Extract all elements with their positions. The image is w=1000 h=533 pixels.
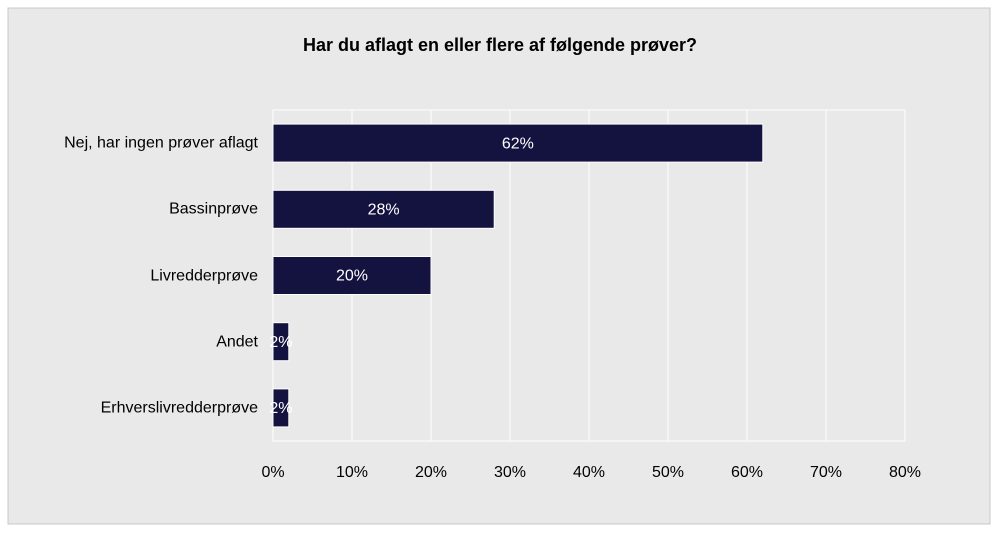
y-tick-label: Andet <box>216 333 258 351</box>
bar <box>272 189 495 229</box>
x-tick-label: 20% <box>415 464 447 481</box>
bar <box>272 388 290 428</box>
x-tick-label: 30% <box>494 464 526 481</box>
bar <box>272 123 764 163</box>
data-label: 28% <box>368 202 400 219</box>
y-tick-label: Nej, har ingen prøver aflagt <box>64 134 258 152</box>
bar <box>272 322 290 362</box>
bar <box>272 256 432 295</box>
y-tick-label: Livredderprøve <box>150 267 258 284</box>
y-tick-label: Bassinprøve <box>169 200 258 218</box>
data-label: 62% <box>502 135 534 152</box>
y-tick-label: Erhverslivredderprøve <box>100 399 258 417</box>
data-label: 2% <box>269 400 292 417</box>
x-tick-label: 50% <box>652 464 684 481</box>
chart-title: Har du aflagt en eller flere af følgende… <box>303 35 697 55</box>
x-tick-label: 60% <box>731 464 763 481</box>
x-tick-label: 40% <box>573 464 605 481</box>
x-tick-label: 80% <box>889 464 921 481</box>
x-tick-label: 10% <box>336 464 368 481</box>
data-label: 2% <box>269 334 292 351</box>
x-tick-label: 70% <box>810 464 842 481</box>
x-tick-label: 0% <box>261 464 284 481</box>
data-label: 20% <box>336 268 368 285</box>
